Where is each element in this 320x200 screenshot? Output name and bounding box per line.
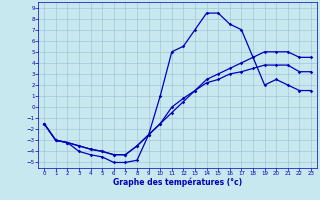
X-axis label: Graphe des températures (°c): Graphe des températures (°c) <box>113 178 242 187</box>
